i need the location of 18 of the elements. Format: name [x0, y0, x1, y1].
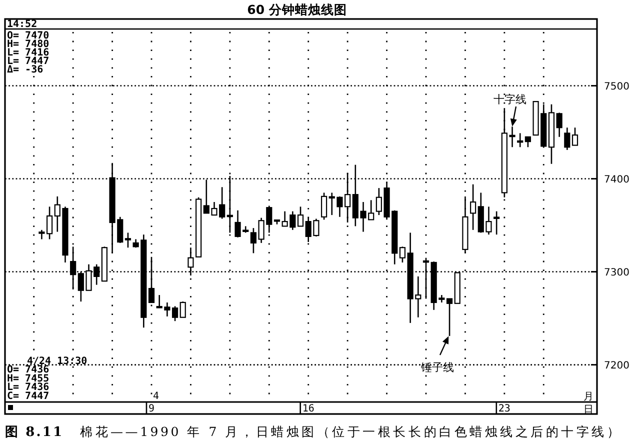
annotation: O= 7470 H= 7480 L= 7416 L= 7447 Δ= -36 [7, 30, 50, 76]
title: 60 分钟蜡烛线图 [247, 2, 347, 17]
annotation: 月 [584, 392, 594, 402]
annotation: 棉花——1990 年 7 月，日蜡烛图（位于一根长长的白色蜡烛线之后的十字线） [80, 424, 620, 439]
annotation: 4 [153, 391, 160, 402]
y-tick-label: 7300 [604, 267, 630, 278]
annotation: 14:52 [7, 19, 38, 30]
annotation: 日 [584, 404, 594, 416]
y-tick-label: 7200 [604, 360, 630, 372]
annotation: 十字线 [494, 93, 526, 106]
annotation: 4/24 13:30 O= 7436 H= 7455 L= 7436 C= 7447 [7, 356, 88, 402]
x-tick-label: 16 [302, 404, 314, 414]
y-tick-label: 7400 [604, 174, 630, 186]
annotation: 图 8.11 [5, 425, 62, 440]
annotation: 锤子线 [421, 361, 454, 374]
x-tick-label: 9 [148, 404, 155, 414]
y-tick-label: 7500 [604, 81, 630, 92]
x-tick-label: 23 [498, 404, 510, 414]
